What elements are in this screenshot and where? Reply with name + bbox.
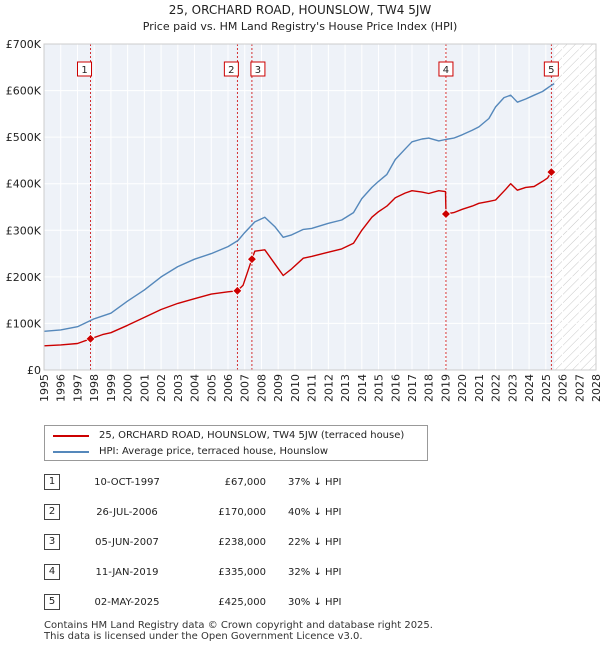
footer-line: Contains HM Land Registry data © Crown c…: [44, 620, 433, 631]
x-tick-label: 1996: [55, 374, 68, 402]
sale-price: £67,000: [224, 477, 266, 488]
x-tick-label: 1997: [71, 374, 84, 402]
plot-border: [43, 43, 597, 371]
sale-point: [440, 208, 452, 220]
footer-attribution: Contains HM Land Registry data © Crown c…: [44, 620, 433, 642]
x-tick-label: 2013: [339, 374, 352, 402]
sale-date: 10-OCT-1997: [94, 477, 160, 488]
sale-label-number: 5: [548, 65, 554, 76]
y-tick-label: £200K: [6, 271, 42, 284]
sale-date: 05-JUN-2007: [95, 537, 159, 548]
x-tick-label: 1999: [105, 374, 118, 402]
x-tick-label: 2027: [573, 374, 586, 402]
x-tick-label: 2009: [272, 374, 285, 402]
sale-date: 02-MAY-2025: [94, 597, 160, 608]
sale-number-badge: 2: [44, 504, 60, 520]
table-row: 1 10-OCT-1997 £67,000 37% ↓ HPI: [44, 474, 384, 492]
x-tick-label: 2007: [239, 374, 252, 402]
forecast-hatch: [554, 44, 596, 370]
x-tick-label: 2015: [373, 374, 386, 402]
table-row: 2 26-JUL-2006 £170,000 40% ↓ HPI: [44, 504, 384, 522]
plot-area: [44, 44, 596, 370]
x-tick-label: 2025: [540, 374, 553, 402]
x-tick-label: 2014: [356, 374, 369, 402]
y-tick-label: £300K: [6, 224, 42, 237]
footer-line: This data is licensed under the Open Gov…: [44, 631, 363, 642]
x-tick-label: 2023: [506, 374, 519, 402]
sale-number-badge: 5: [44, 594, 60, 610]
x-tick-label: 2019: [439, 374, 452, 402]
x-tick-label: 2011: [306, 374, 319, 402]
sale-price: £170,000: [218, 507, 266, 518]
x-tick-label: 2018: [423, 374, 436, 402]
x-tick-label: 2028: [590, 374, 600, 402]
sale-date: 11-JAN-2019: [95, 567, 159, 578]
sale-label-box: [438, 61, 454, 77]
sale-point: [246, 254, 257, 265]
x-tick-label: 2001: [138, 374, 151, 402]
sale-label-box: [250, 61, 266, 77]
x-tick-label: 2016: [389, 374, 402, 402]
x-tick-label: 2002: [155, 374, 168, 402]
price-chart: 25, ORCHARD ROAD, HOUNSLOW, TW4 5JW Price…: [6, 3, 600, 402]
sale-price: £238,000: [218, 537, 266, 548]
y-tick-label: £100K: [6, 317, 42, 330]
sale-label-number: 3: [255, 65, 261, 76]
sale-date: 26-JUL-2006: [96, 507, 158, 518]
sale-hpi-diff: 32% ↓ HPI: [288, 567, 342, 578]
sale-number-badge: 4: [44, 564, 60, 580]
x-tick-label: 2004: [189, 374, 202, 402]
sale-hpi-diff: 30% ↓ HPI: [288, 597, 342, 608]
sale-hpi-diff: 40% ↓ HPI: [288, 507, 342, 518]
x-tick-label: 2020: [456, 374, 469, 402]
y-tick-label: £400K: [6, 178, 42, 191]
y-tick-label: £700K: [6, 38, 42, 51]
chart-title: 25, ORCHARD ROAD, HOUNSLOW, TW4 5JW: [169, 3, 432, 17]
legend-label-hpi: HPI: Average price, terraced house, Houn…: [99, 446, 329, 457]
sale-label-number: 2: [228, 65, 234, 76]
sale-number-badge: 1: [44, 474, 60, 490]
chart-subtitle: Price paid vs. HM Land Registry's House …: [143, 20, 458, 33]
sale-label-box: [77, 61, 93, 77]
sale-point: [546, 167, 557, 178]
x-tick-label: 1995: [38, 374, 51, 402]
x-tick-label: 2000: [122, 374, 135, 402]
hpi-line: [43, 83, 555, 332]
property-price-line: [43, 171, 552, 347]
x-tick-label: 2022: [490, 374, 503, 402]
sale-price: £425,000: [218, 597, 266, 608]
sale-label-box: [543, 61, 559, 77]
legend-label-property: 25, ORCHARD ROAD, HOUNSLOW, TW4 5JW (ter…: [99, 430, 405, 441]
sale-hpi-diff: 37% ↓ HPI: [288, 477, 342, 488]
legend-swatch-hpi: [53, 451, 89, 453]
y-tick-label: £600K: [6, 85, 42, 98]
y-tick-label: £0: [27, 364, 41, 377]
y-tick-label: £500K: [6, 131, 42, 144]
sale-label-box: [223, 61, 239, 77]
table-row: 5 02-MAY-2025 £425,000 30% ↓ HPI: [44, 594, 384, 612]
x-tick-label: 2017: [406, 374, 419, 402]
x-tick-label: 2012: [322, 374, 335, 402]
sale-label-number: 4: [443, 65, 449, 76]
x-tick-label: 2006: [222, 374, 235, 402]
x-tick-label: 2005: [205, 374, 218, 402]
sale-label-number: 1: [81, 65, 87, 76]
x-tick-label: 1998: [88, 374, 101, 402]
sale-price: £335,000: [218, 567, 266, 578]
legend-swatch-property: [53, 435, 89, 437]
table-row: 4 11-JAN-2019 £335,000 32% ↓ HPI: [44, 564, 384, 582]
sale-hpi-diff: 22% ↓ HPI: [288, 537, 342, 548]
x-tick-label: 2026: [557, 374, 570, 402]
sale-point: [232, 285, 243, 296]
sale-number-badge: 3: [44, 534, 60, 550]
x-tick-label: 2010: [289, 374, 302, 402]
x-tick-label: 2024: [523, 374, 536, 402]
x-tick-label: 2008: [255, 374, 268, 402]
x-tick-label: 2003: [172, 374, 185, 402]
x-tick-label: 2021: [473, 374, 486, 402]
table-row: 3 05-JUN-2007 £238,000 22% ↓ HPI: [44, 534, 384, 552]
sale-point: [85, 333, 96, 344]
legend: 25, ORCHARD ROAD, HOUNSLOW, TW4 5JW (ter…: [44, 425, 428, 461]
